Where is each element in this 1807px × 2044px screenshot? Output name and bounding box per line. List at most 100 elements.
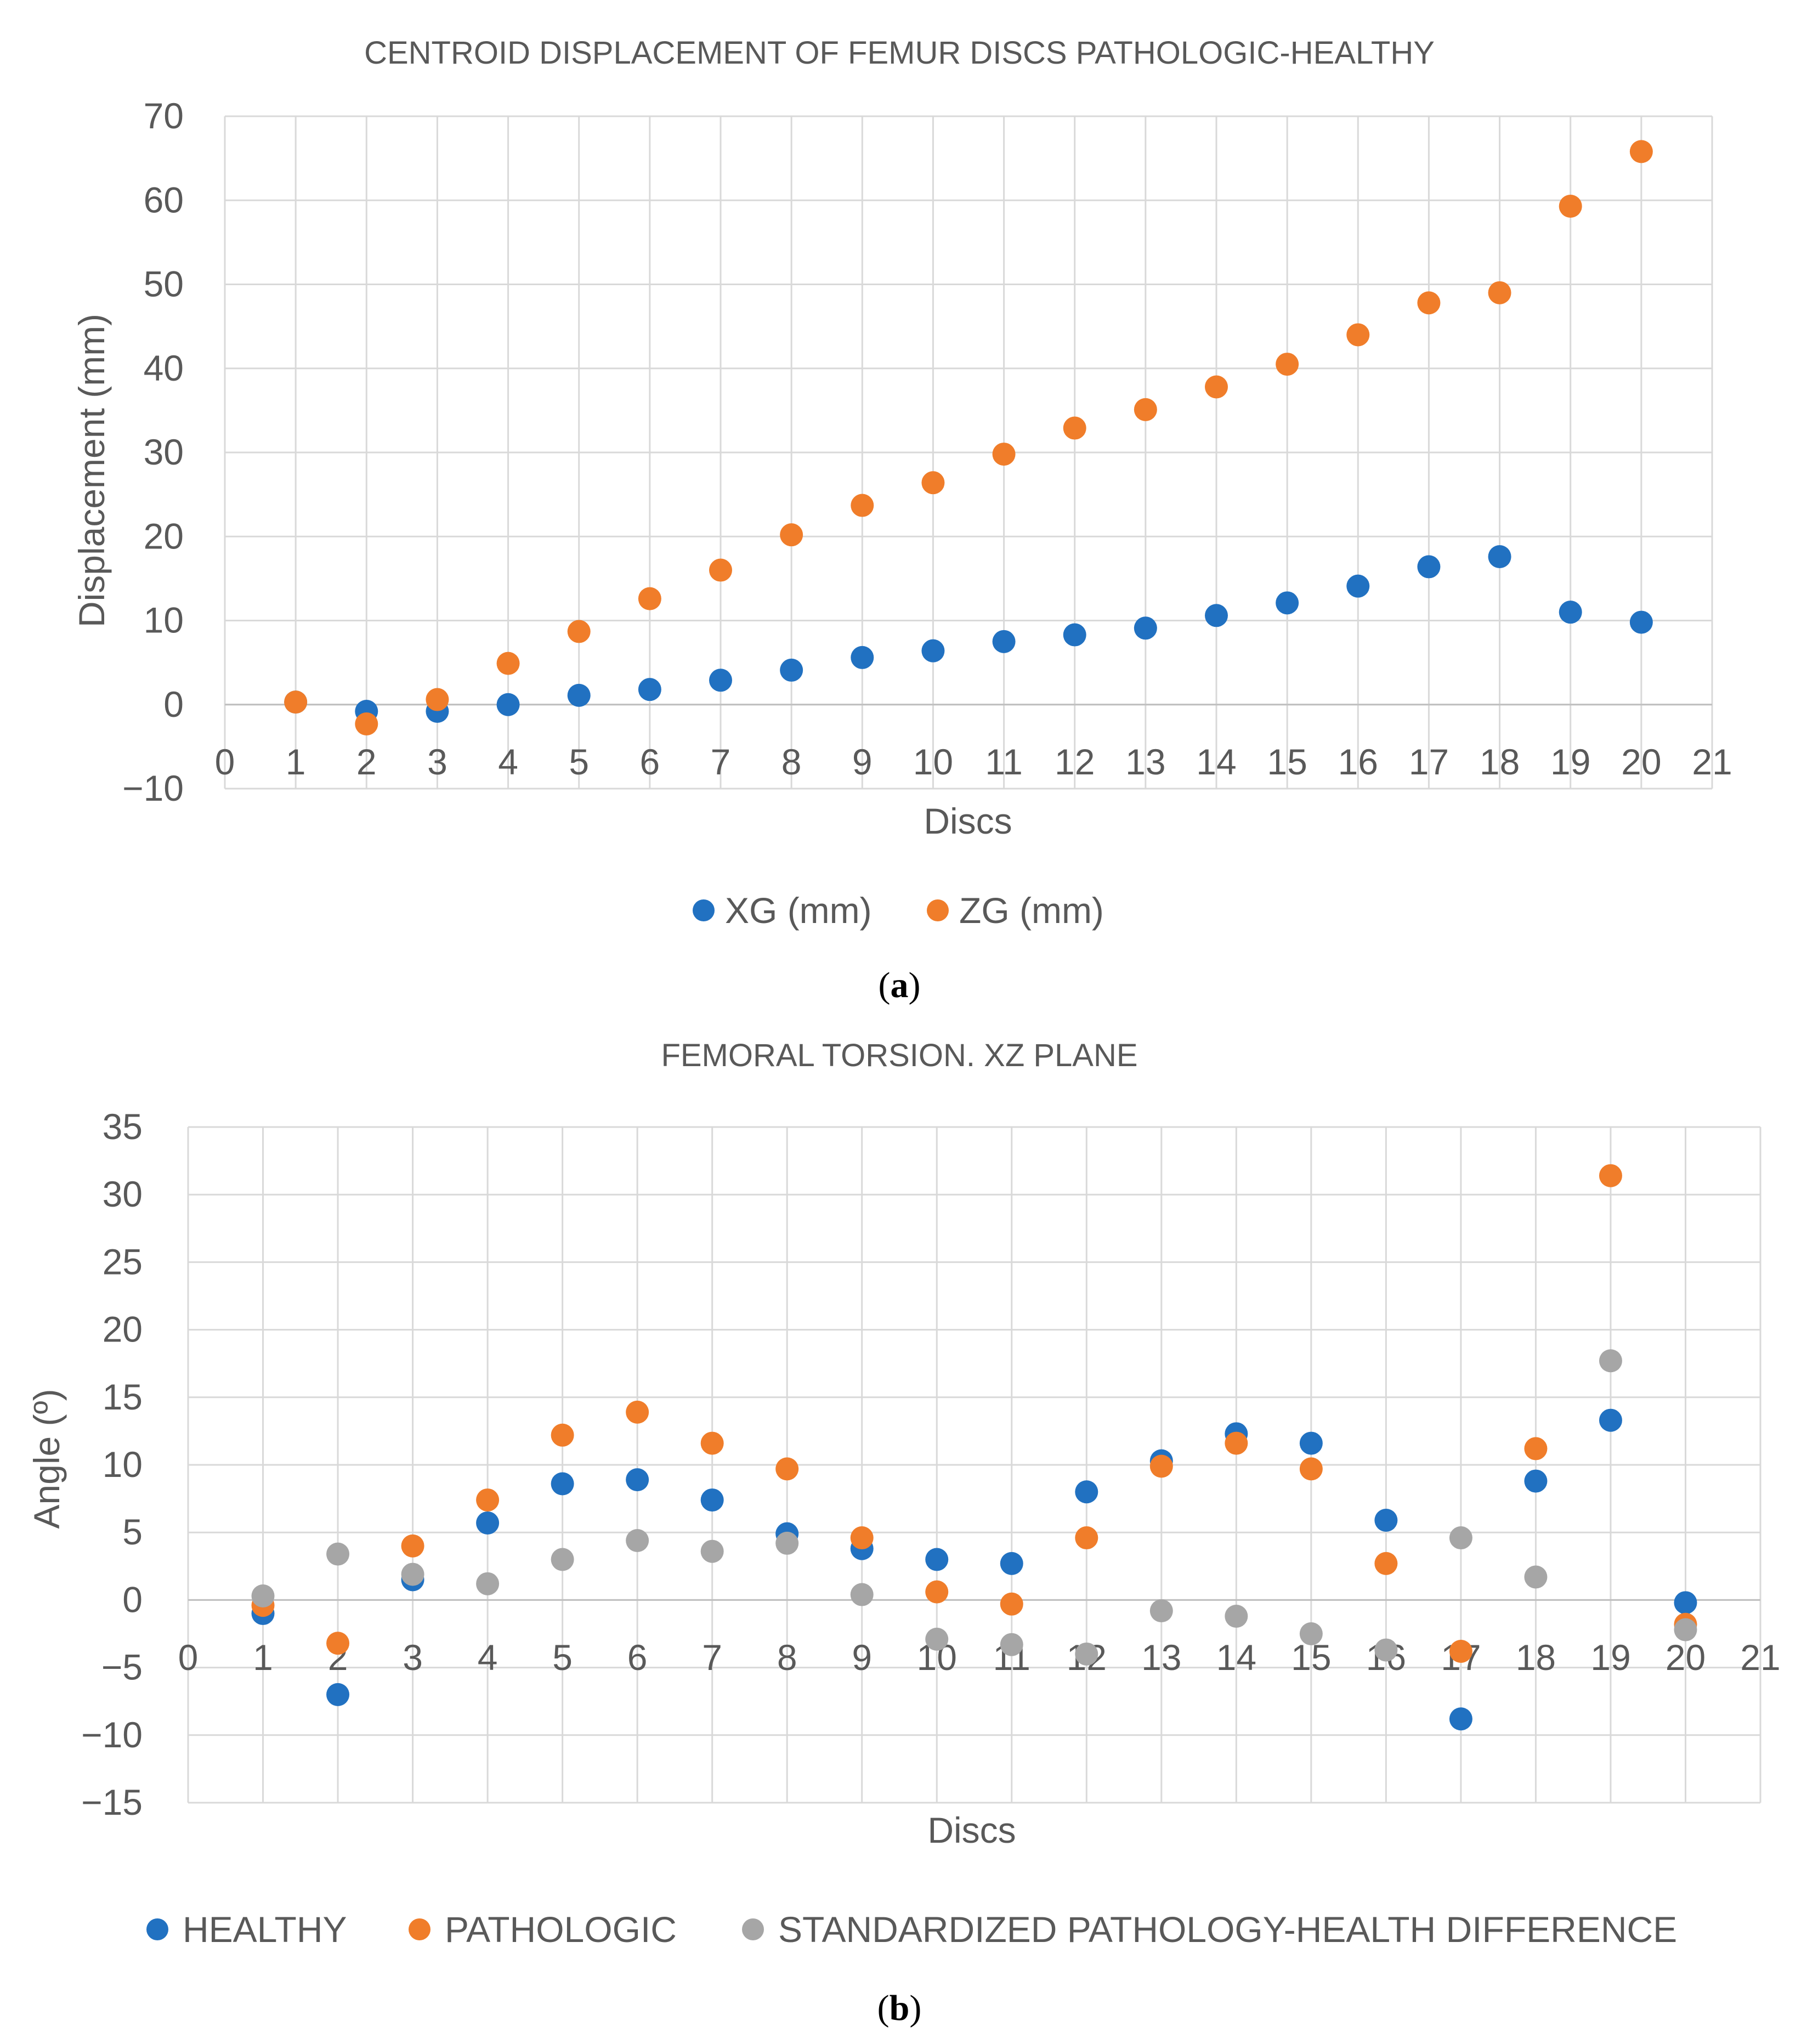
point-xg-mm-12 [1063, 623, 1086, 647]
point-standardized-pathology-health-difference-2 [326, 1542, 350, 1566]
point-pathologic-8 [775, 1457, 799, 1481]
legend-label-standardized-difference: STANDARDIZED PATHOLOGY-HEALTH DIFFERENCE [778, 1909, 1677, 1950]
caption-b-letter: b [890, 1988, 910, 2028]
legend-marker-healthy [146, 1918, 168, 1940]
point-healthy-19 [1599, 1408, 1622, 1432]
point-standardized-pathology-health-difference-12 [1075, 1642, 1098, 1666]
point-standardized-pathology-health-difference-4 [476, 1572, 500, 1595]
point-healthy-18 [1524, 1469, 1548, 1493]
point-zg-mm-19 [1559, 194, 1582, 218]
point-standardized-pathology-health-difference-14 [1225, 1604, 1248, 1628]
point-zg-mm-1 [284, 690, 308, 714]
point-healthy-17 [1449, 1707, 1472, 1731]
point-xg-mm-11 [992, 630, 1016, 653]
chart-a-legend: XG (mm) ZG (mm) [693, 890, 1104, 931]
x-tick-label: 14 [1196, 741, 1236, 782]
x-tick-label: 1 [253, 1637, 273, 1678]
point-pathologic-14 [1225, 1431, 1248, 1455]
point-xg-mm-8 [780, 658, 803, 682]
point-standardized-pathology-health-difference-8 [775, 1531, 799, 1555]
y-tick-label: 10 [103, 1444, 143, 1485]
chart-a-data-points [284, 140, 1653, 735]
y-tick-label: 30 [103, 1174, 143, 1214]
y-tick-label: 60 [144, 179, 184, 220]
x-tick-label: 8 [781, 741, 802, 782]
x-tick-label: 13 [1141, 1637, 1181, 1678]
point-pathologic-11 [1000, 1592, 1023, 1616]
point-zg-mm-8 [780, 523, 803, 547]
y-tick-label: 25 [103, 1241, 143, 1282]
point-xg-mm-19 [1559, 601, 1582, 624]
point-xg-mm-10 [921, 639, 945, 663]
point-zg-mm-18 [1488, 281, 1511, 304]
point-pathologic-3 [401, 1534, 424, 1558]
x-tick-label: 4 [478, 1637, 498, 1678]
point-pathologic-17 [1449, 1640, 1472, 1663]
point-zg-mm-12 [1063, 416, 1086, 440]
x-tick-label: 11 [985, 741, 1023, 782]
point-pathologic-12 [1075, 1526, 1098, 1550]
legend-marker-standardized-difference [742, 1918, 764, 1940]
point-xg-mm-6 [638, 678, 661, 701]
x-tick-label: 7 [702, 1637, 722, 1678]
point-standardized-pathology-health-difference-3 [401, 1562, 424, 1586]
point-healthy-16 [1374, 1509, 1398, 1532]
y-tick-label: 50 [144, 264, 184, 304]
point-zg-mm-10 [921, 471, 945, 495]
x-tick-label: 12 [1055, 741, 1095, 782]
chart-b-legend: HEALTHY PATHOLOGIC STANDARDIZED PATHOLOG… [146, 1909, 1677, 1950]
chart-a-y-axis-title: Displacement (mm) [71, 314, 112, 627]
point-standardized-pathology-health-difference-19 [1599, 1349, 1622, 1373]
chart-centroid-displacement: CENTROID DISPLACEMENT OF FEMUR DISCS PAT… [71, 35, 1732, 1005]
point-xg-mm-15 [1276, 591, 1299, 615]
y-tick-label: 5 [122, 1511, 143, 1552]
x-tick-label: 17 [1409, 741, 1449, 782]
y-tick-label: 35 [103, 1106, 143, 1147]
x-tick-label: 5 [552, 1637, 573, 1678]
point-zg-mm-15 [1276, 353, 1299, 376]
y-tick-label: 10 [144, 600, 184, 641]
point-xg-mm-14 [1205, 604, 1228, 627]
chart-a-x-tick-labels: 0 1 2 3 4 5 6 7 8 9 10 11 12 13 14 15 16 17 18 19 20 21 [215, 741, 1732, 782]
point-standardized-pathology-health-difference-5 [551, 1548, 574, 1571]
x-tick-label: 15 [1267, 741, 1307, 782]
x-tick-label: 16 [1338, 741, 1378, 782]
caption-a-letter: a [891, 965, 909, 1005]
chart-b-title: FEMORAL TORSION. XZ PLANE [661, 1038, 1137, 1073]
x-tick-label: 6 [639, 741, 660, 782]
point-standardized-pathology-health-difference-17 [1449, 1526, 1472, 1550]
x-tick-label: 6 [627, 1637, 648, 1678]
x-tick-label: 19 [1550, 741, 1590, 782]
y-tick-label: 20 [103, 1309, 143, 1350]
point-healthy-12 [1075, 1480, 1098, 1504]
y-tick-label: 15 [103, 1377, 143, 1417]
legend-label-zg: ZG (mm) [959, 890, 1104, 931]
point-healthy-7 [700, 1488, 724, 1512]
point-zg-mm-20 [1629, 140, 1653, 163]
point-pathologic-18 [1524, 1437, 1548, 1460]
x-tick-label: 13 [1125, 741, 1165, 782]
y-tick-label: 40 [144, 348, 184, 388]
point-xg-mm-20 [1629, 610, 1653, 634]
point-pathologic-5 [551, 1423, 574, 1447]
point-standardized-pathology-health-difference-16 [1374, 1638, 1398, 1662]
x-tick-label: 5 [569, 741, 589, 782]
point-zg-mm-17 [1417, 291, 1441, 315]
point-healthy-5 [551, 1472, 574, 1496]
chart-b-y-axis-title: Angle (º) [26, 1389, 67, 1528]
x-tick-label: 21 [1692, 741, 1732, 782]
point-zg-mm-9 [851, 494, 874, 517]
x-tick-label: 20 [1666, 1637, 1706, 1678]
point-pathologic-16 [1374, 1552, 1398, 1575]
legend-marker-pathologic [409, 1918, 430, 1940]
point-standardized-pathology-health-difference-11 [1000, 1633, 1023, 1656]
point-healthy-15 [1299, 1431, 1323, 1455]
point-zg-mm-6 [638, 587, 661, 610]
chart-a-gridlines [224, 115, 1713, 790]
point-zg-mm-13 [1134, 398, 1157, 421]
x-tick-label: 3 [427, 741, 447, 782]
point-standardized-pathology-health-difference-9 [850, 1583, 874, 1606]
y-tick-label: −10 [122, 768, 184, 808]
x-tick-label: 9 [852, 1637, 872, 1678]
